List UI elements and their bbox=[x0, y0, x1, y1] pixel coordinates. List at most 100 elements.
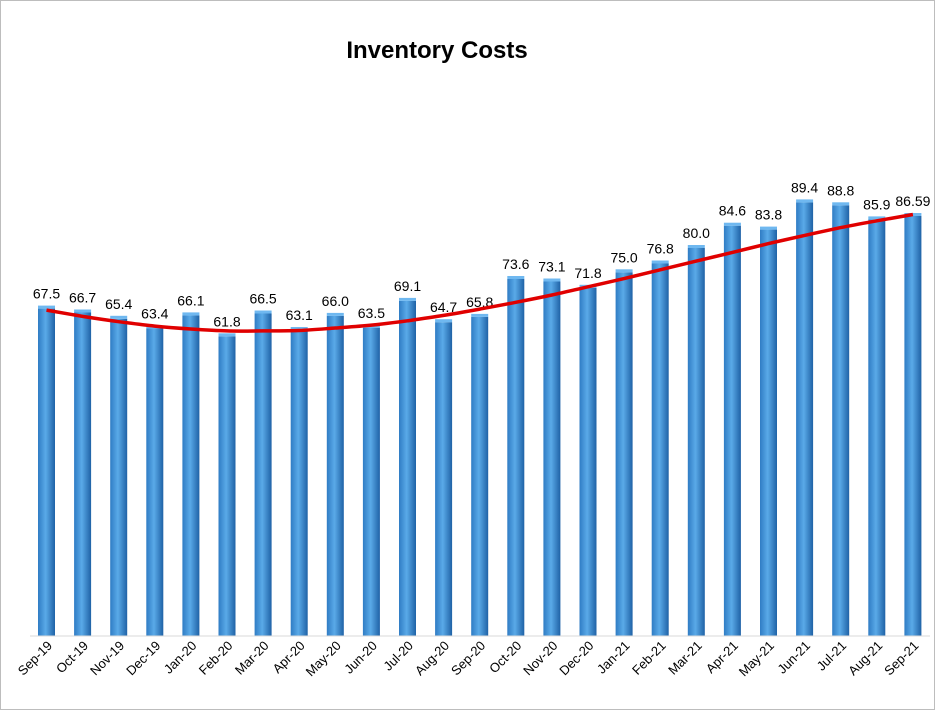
data-label: 66.5 bbox=[249, 291, 276, 307]
x-tick-label: Jul-21 bbox=[814, 638, 850, 674]
bar-top-cap bbox=[38, 305, 55, 309]
bar-top-cap bbox=[651, 260, 669, 264]
x-tick-label: Apr-21 bbox=[703, 638, 741, 676]
data-label: 64.7 bbox=[430, 299, 457, 315]
bar-top-cap bbox=[74, 309, 92, 313]
bar-top-cap bbox=[435, 319, 453, 323]
data-label: 75.0 bbox=[610, 249, 637, 265]
x-tick-label: May-21 bbox=[736, 638, 777, 679]
bar bbox=[290, 330, 308, 636]
x-tick-label: Jan-20 bbox=[161, 638, 200, 677]
data-label: 66.1 bbox=[177, 292, 204, 308]
x-tick-label: Mar-20 bbox=[232, 638, 272, 678]
bar bbox=[687, 248, 705, 636]
data-label: 61.8 bbox=[213, 313, 240, 329]
x-tick-label: Dec-20 bbox=[556, 638, 596, 678]
bar bbox=[399, 300, 416, 636]
bar-top-cap bbox=[290, 327, 308, 330]
bar bbox=[254, 313, 272, 636]
data-label: 83.8 bbox=[755, 207, 782, 223]
bar-top-cap bbox=[326, 312, 344, 316]
data-label: 69.1 bbox=[394, 278, 421, 294]
data-label: 86.59 bbox=[895, 193, 930, 209]
x-tick-label: Nov-19 bbox=[87, 638, 127, 678]
chart-title: Inventory Costs bbox=[346, 37, 527, 64]
bar-top-cap bbox=[723, 222, 741, 226]
x-tick-label: Apr-20 bbox=[270, 638, 308, 676]
bar bbox=[651, 263, 669, 636]
bar bbox=[38, 308, 55, 636]
bar-top-cap bbox=[182, 312, 200, 316]
data-label: 63.5 bbox=[358, 305, 385, 321]
x-tick-label: May-20 bbox=[303, 638, 344, 679]
x-tick-label: Jun-21 bbox=[774, 638, 813, 677]
data-label: 66.0 bbox=[322, 293, 349, 309]
data-label: 63.4 bbox=[141, 306, 168, 322]
bar bbox=[796, 202, 814, 636]
x-tick-label: Feb-20 bbox=[196, 638, 236, 678]
data-label: 89.4 bbox=[791, 179, 818, 195]
bar-top-cap bbox=[796, 199, 814, 203]
bar bbox=[615, 272, 633, 637]
x-tick-label: Sep-19 bbox=[15, 638, 55, 678]
bar-top-cap bbox=[218, 333, 236, 337]
bar bbox=[110, 318, 128, 636]
bars-group bbox=[38, 199, 922, 637]
data-label: 71.8 bbox=[574, 265, 601, 281]
data-label: 65.4 bbox=[105, 296, 132, 312]
bar bbox=[760, 229, 777, 636]
bar bbox=[723, 225, 741, 636]
bar bbox=[218, 336, 236, 636]
x-tick-label: Sep-21 bbox=[881, 638, 921, 678]
x-tick-label: Feb-21 bbox=[629, 638, 669, 678]
data-label: 88.8 bbox=[827, 182, 854, 198]
data-label: 76.8 bbox=[647, 241, 674, 257]
x-tick-label: Mar-21 bbox=[665, 638, 705, 678]
bar bbox=[362, 328, 380, 636]
bar bbox=[543, 281, 561, 636]
x-tick-label: Jan-21 bbox=[594, 638, 633, 677]
bar bbox=[868, 219, 886, 636]
bar bbox=[182, 315, 200, 636]
bar bbox=[579, 287, 597, 636]
x-tick-label: Oct-20 bbox=[486, 638, 524, 676]
data-label: 85.9 bbox=[863, 196, 890, 212]
x-tick-label: Jun-20 bbox=[341, 638, 380, 677]
bar-top-cap bbox=[687, 245, 705, 248]
bar-top-cap bbox=[868, 216, 886, 220]
x-tick-label: Dec-19 bbox=[123, 638, 163, 678]
data-label: 65.8 bbox=[466, 294, 493, 310]
x-tick-label: Aug-21 bbox=[845, 638, 885, 678]
bar-top-cap bbox=[543, 278, 561, 282]
bar bbox=[146, 328, 164, 636]
data-label: 63.1 bbox=[286, 307, 313, 323]
x-tick-label: Sep-20 bbox=[448, 638, 488, 678]
data-label: 67.5 bbox=[33, 286, 60, 302]
data-labels-group: 67.5 66.7 65.4 63.4 66.1 61.8 66.5 63.1 66.0 63.5… bbox=[33, 179, 931, 329]
bar-top-cap bbox=[760, 226, 777, 230]
trendline bbox=[46, 212, 914, 333]
data-label: 73.6 bbox=[502, 256, 529, 272]
bar bbox=[832, 205, 850, 637]
data-label: 66.7 bbox=[69, 290, 96, 306]
bar-top-cap bbox=[615, 269, 633, 273]
bar bbox=[74, 312, 92, 636]
x-tick-label: Aug-20 bbox=[412, 638, 452, 678]
bar-top-cap bbox=[254, 310, 272, 314]
bar-top-cap bbox=[832, 202, 850, 206]
bar bbox=[326, 315, 344, 636]
x-tick-labels-group: Sep-19Oct-19Nov-19Dec-19Jan-20Feb-20Mar-… bbox=[15, 638, 922, 679]
data-label: 84.6 bbox=[719, 203, 746, 219]
bar-top-cap bbox=[399, 297, 416, 301]
bar-top-cap bbox=[507, 276, 525, 279]
x-tick-label: Jul-20 bbox=[380, 638, 416, 674]
bar-top-cap bbox=[471, 313, 489, 317]
bar bbox=[507, 279, 525, 636]
data-label: 80.0 bbox=[683, 225, 710, 241]
bar-top-cap bbox=[110, 315, 128, 319]
data-label: 73.1 bbox=[538, 259, 565, 275]
x-tick-label: Nov-20 bbox=[520, 638, 560, 678]
bar bbox=[904, 216, 922, 636]
bar bbox=[435, 322, 453, 636]
